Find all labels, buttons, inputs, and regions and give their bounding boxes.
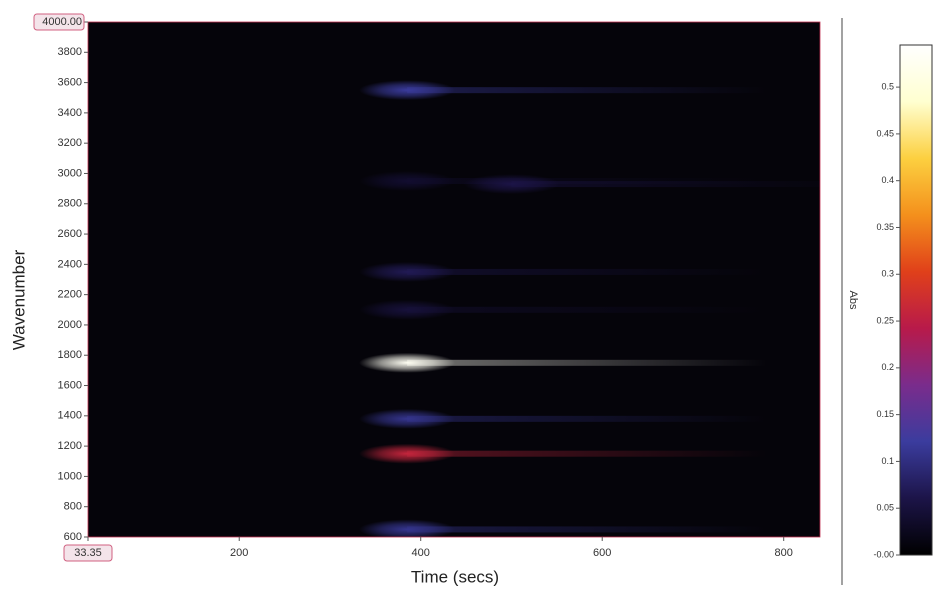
- y-tick-label: 600: [64, 531, 82, 543]
- heat-spot: [359, 261, 456, 282]
- heat-spot: [359, 80, 456, 101]
- colorbar-tick-label: 0.45: [876, 128, 894, 138]
- x-tick-label: 200: [230, 547, 248, 559]
- plot-frame: [87, 21, 821, 538]
- x-tick-label: 33.35: [74, 547, 102, 559]
- plot-background: [88, 22, 820, 537]
- limit-box: [33, 13, 85, 31]
- y-tick-label: 3200: [58, 137, 82, 149]
- streak: [407, 306, 768, 313]
- heat-spot: [463, 174, 560, 195]
- colorbar-tick-label: -0.00: [873, 549, 894, 559]
- heat-spot: [359, 299, 456, 320]
- y-tick-label: 800: [64, 501, 82, 513]
- y-tick-label: 2800: [58, 198, 82, 210]
- colorbar-title: Abs: [847, 291, 859, 310]
- x-tick-label: 800: [775, 547, 793, 559]
- x-tick-label: 400: [412, 547, 430, 559]
- x-tick-label: 600: [593, 547, 611, 559]
- y-tick-label: 3400: [58, 107, 82, 119]
- y-tick-label: 4000.00: [42, 16, 82, 28]
- x-axis-title: Time (secs): [411, 567, 499, 586]
- heat-spot: [359, 171, 456, 192]
- y-tick-label: 2600: [58, 228, 82, 240]
- heat-spot: [359, 443, 456, 464]
- colorbar-tick-label: 0.25: [876, 315, 894, 325]
- colorbar-tick-label: 0.35: [876, 222, 894, 232]
- colorbar-tick-label: 0.2: [881, 362, 894, 372]
- streak: [407, 87, 768, 94]
- colorbar-tick-label: 0.4: [881, 175, 894, 185]
- colorbar-tick-label: 0.15: [876, 409, 894, 419]
- y-tick-label: 1800: [58, 349, 82, 361]
- limit-box: [63, 544, 113, 562]
- y-tick-label: 2400: [58, 258, 82, 270]
- y-tick-label: 3000: [58, 167, 82, 179]
- colorbar-tick-label: 0.1: [881, 456, 894, 466]
- y-tick-label: 3600: [58, 76, 82, 88]
- y-tick-label: 2000: [58, 319, 82, 331]
- streak: [511, 181, 820, 188]
- heat-spot: [359, 519, 456, 537]
- colorbar-tick-label: 0.5: [881, 81, 894, 91]
- colorbar-tick-label: 0.3: [881, 269, 894, 279]
- colorbar-tick-label: 0.05: [876, 503, 894, 513]
- streak: [407, 178, 768, 185]
- streak: [407, 415, 768, 422]
- y-axis-title: Wavenumber: [9, 249, 28, 350]
- heatmap-layer: [359, 80, 820, 537]
- streak: [407, 268, 768, 275]
- streak: [407, 359, 768, 366]
- y-tick-label: 1600: [58, 379, 82, 391]
- y-tick-label: 1000: [58, 470, 82, 482]
- y-tick-label: 1400: [58, 410, 82, 422]
- y-tick-label: 3800: [58, 46, 82, 58]
- streak: [407, 526, 768, 533]
- heat-spot: [359, 352, 456, 373]
- heat-spot: [359, 408, 456, 429]
- streak: [407, 450, 768, 457]
- colorbar: [899, 44, 933, 556]
- y-tick-label: 2200: [58, 289, 82, 301]
- y-tick-label: 1200: [58, 440, 82, 452]
